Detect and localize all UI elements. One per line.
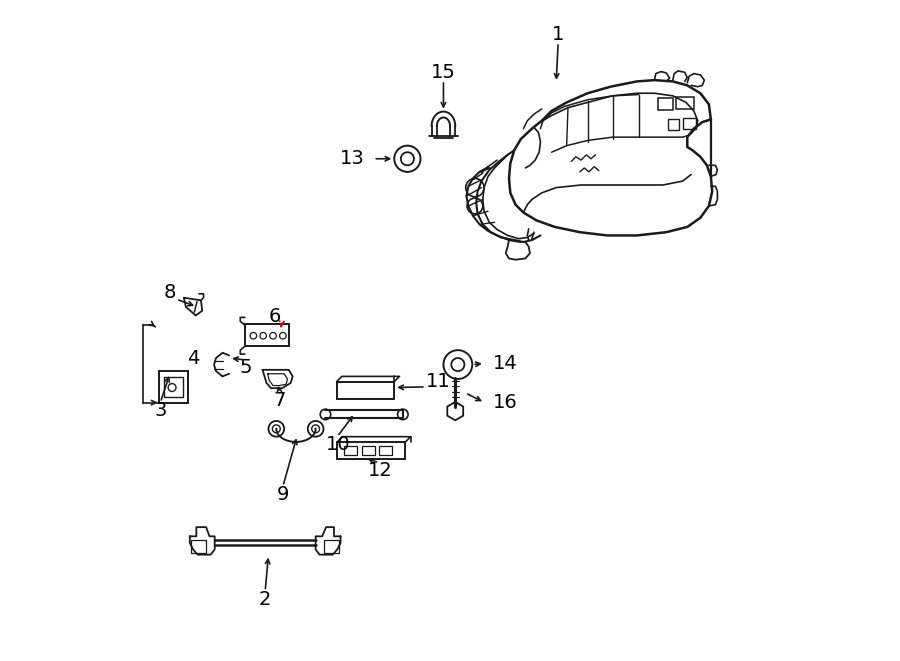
Circle shape [168, 383, 176, 391]
Circle shape [268, 421, 284, 437]
Text: 16: 16 [493, 393, 518, 412]
Text: 3: 3 [154, 401, 166, 420]
Bar [344, 446, 357, 455]
Text: 6: 6 [269, 307, 281, 326]
Text: 9: 9 [276, 485, 289, 504]
Circle shape [280, 332, 286, 339]
Text: 5: 5 [239, 358, 252, 377]
Text: 15: 15 [431, 63, 456, 82]
Bar [668, 120, 680, 130]
Bar [659, 98, 673, 110]
Text: 8: 8 [163, 283, 176, 302]
Circle shape [451, 358, 464, 371]
Bar [164, 377, 183, 397]
Text: 14: 14 [493, 354, 518, 373]
Bar [159, 371, 188, 403]
Bar [337, 381, 394, 399]
Text: 11: 11 [426, 372, 451, 391]
Circle shape [273, 425, 280, 433]
Bar [379, 446, 392, 455]
Bar [324, 540, 338, 553]
Circle shape [465, 178, 484, 197]
Bar [338, 442, 405, 459]
Circle shape [320, 409, 330, 420]
Text: 2: 2 [259, 590, 272, 609]
Circle shape [250, 332, 256, 339]
Text: 1: 1 [552, 24, 564, 44]
Bar [676, 97, 695, 109]
Circle shape [260, 332, 266, 339]
Circle shape [311, 425, 320, 433]
Text: 7: 7 [274, 391, 286, 410]
Circle shape [400, 152, 414, 165]
Circle shape [398, 409, 408, 420]
Text: 10: 10 [327, 435, 351, 454]
Bar [683, 118, 696, 129]
Bar [362, 446, 374, 455]
Bar [191, 540, 205, 553]
Circle shape [444, 350, 472, 379]
Circle shape [467, 198, 482, 214]
Circle shape [270, 332, 276, 339]
Bar [245, 324, 290, 346]
Text: 4: 4 [187, 348, 199, 368]
Circle shape [308, 421, 323, 437]
Circle shape [394, 145, 420, 172]
Text: 12: 12 [368, 461, 393, 481]
Text: 13: 13 [340, 149, 364, 169]
